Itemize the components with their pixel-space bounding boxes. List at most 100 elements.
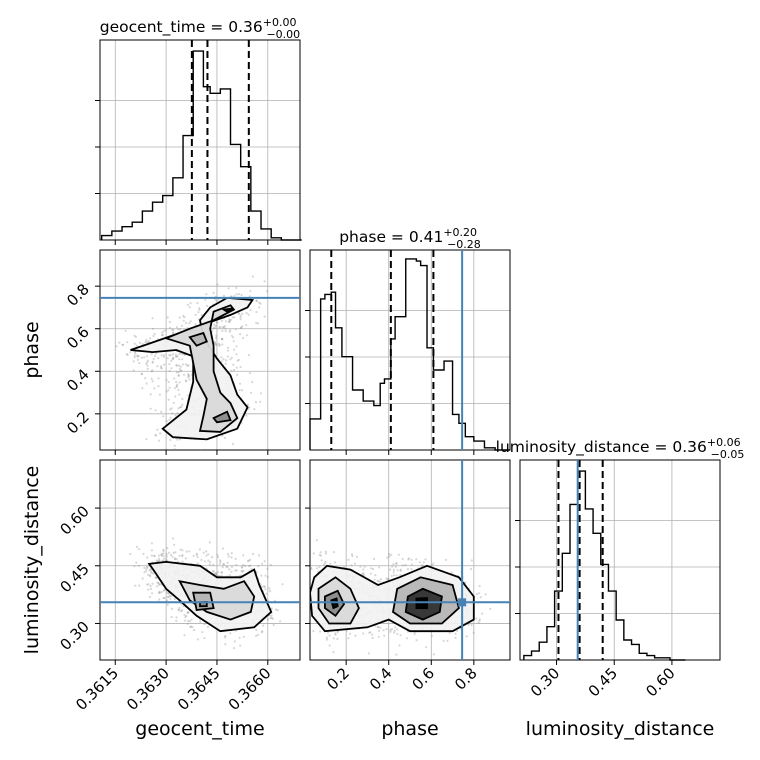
sample-point xyxy=(472,631,475,634)
sample-point xyxy=(216,574,219,577)
sample-point xyxy=(479,596,482,599)
sample-point xyxy=(211,556,214,559)
sample-point xyxy=(168,326,171,329)
sample-point xyxy=(450,571,453,574)
sample-point xyxy=(259,400,262,403)
contour-level-3 xyxy=(188,331,208,347)
sample-point xyxy=(242,569,245,573)
sample-point xyxy=(144,341,147,344)
sample-point xyxy=(187,374,191,378)
sample-point xyxy=(320,559,323,562)
sample-point xyxy=(312,629,315,633)
sample-point xyxy=(178,609,181,612)
sample-point xyxy=(442,639,445,643)
sample-point xyxy=(369,572,372,575)
sample-point xyxy=(163,557,166,560)
sample-point xyxy=(187,619,190,623)
sample-point xyxy=(363,565,366,568)
sample-point xyxy=(158,598,161,601)
sample-point xyxy=(148,569,151,572)
sample-point xyxy=(234,328,237,331)
sample-point xyxy=(158,559,161,562)
sample-point xyxy=(235,345,238,348)
y-tick-label: 0.30 xyxy=(56,618,92,654)
sample-point xyxy=(149,393,152,396)
sample-point xyxy=(318,553,321,557)
sample-point xyxy=(392,574,396,577)
sample-point xyxy=(224,327,227,330)
sample-point xyxy=(240,326,243,329)
sample-point xyxy=(266,576,269,579)
sample-point xyxy=(168,386,171,389)
sample-point xyxy=(222,563,225,566)
sample-point xyxy=(239,316,242,319)
sample-point xyxy=(241,325,244,328)
sample-point xyxy=(179,365,182,368)
sample-point xyxy=(221,337,224,341)
sample-point xyxy=(163,363,166,366)
sample-point xyxy=(430,634,434,637)
sample-point xyxy=(162,415,165,418)
sample-point xyxy=(171,537,175,540)
axes-frame xyxy=(309,459,511,661)
sample-point xyxy=(182,373,186,376)
sample-point xyxy=(197,311,200,314)
sample-point xyxy=(307,590,309,592)
sample-point xyxy=(164,329,167,332)
sample-point xyxy=(332,637,335,640)
sample-point xyxy=(264,574,267,577)
sample-point xyxy=(236,373,239,376)
sample-point xyxy=(174,551,177,554)
sample-point xyxy=(226,355,230,358)
sample-point xyxy=(385,577,388,580)
sample-point xyxy=(347,558,350,561)
sample-point xyxy=(198,548,201,551)
y-tick-label: 0.45 xyxy=(56,560,92,596)
sample-point xyxy=(422,561,425,564)
sample-point xyxy=(175,380,178,383)
sample-point xyxy=(246,559,250,563)
sample-point xyxy=(155,577,158,580)
sample-point xyxy=(336,630,339,634)
sample-point xyxy=(281,583,284,586)
sample-point xyxy=(150,549,153,552)
sample-point xyxy=(199,620,202,624)
sample-point xyxy=(165,390,168,393)
sample-point xyxy=(250,391,253,394)
sample-point xyxy=(305,617,307,619)
sample-point xyxy=(255,300,258,303)
sample-point xyxy=(166,603,169,607)
sample-point xyxy=(160,553,163,557)
sample-point xyxy=(135,545,139,549)
sample-point xyxy=(389,630,392,633)
sample-point xyxy=(177,371,180,374)
sample-point xyxy=(145,570,148,573)
sample-point xyxy=(166,595,169,599)
sample-point xyxy=(221,434,224,437)
sample-point xyxy=(143,356,146,359)
sample-point xyxy=(230,556,233,559)
sample-point xyxy=(260,631,264,634)
sample-point xyxy=(152,334,155,338)
sample-point xyxy=(245,334,248,337)
title-luminosity-distance: luminosity_distance = 0.36+0.06 −0.05 xyxy=(496,436,745,461)
sample-point xyxy=(226,346,230,349)
sample-point xyxy=(187,374,190,377)
sample-point xyxy=(136,354,139,357)
sample-point xyxy=(347,637,350,640)
sample-point xyxy=(170,595,173,598)
axes-frame xyxy=(99,459,301,661)
sample-point xyxy=(154,409,157,412)
sample-point xyxy=(332,651,335,654)
sample-point xyxy=(350,553,354,556)
sample-point xyxy=(407,557,411,560)
sample-point xyxy=(165,599,169,602)
sample-point xyxy=(145,362,148,365)
sample-point xyxy=(189,302,192,305)
sample-point xyxy=(251,275,254,278)
sample-point xyxy=(162,552,165,555)
sample-point xyxy=(271,617,274,620)
sample-point xyxy=(454,632,457,635)
sample-point xyxy=(230,356,233,359)
sample-point xyxy=(166,316,169,319)
